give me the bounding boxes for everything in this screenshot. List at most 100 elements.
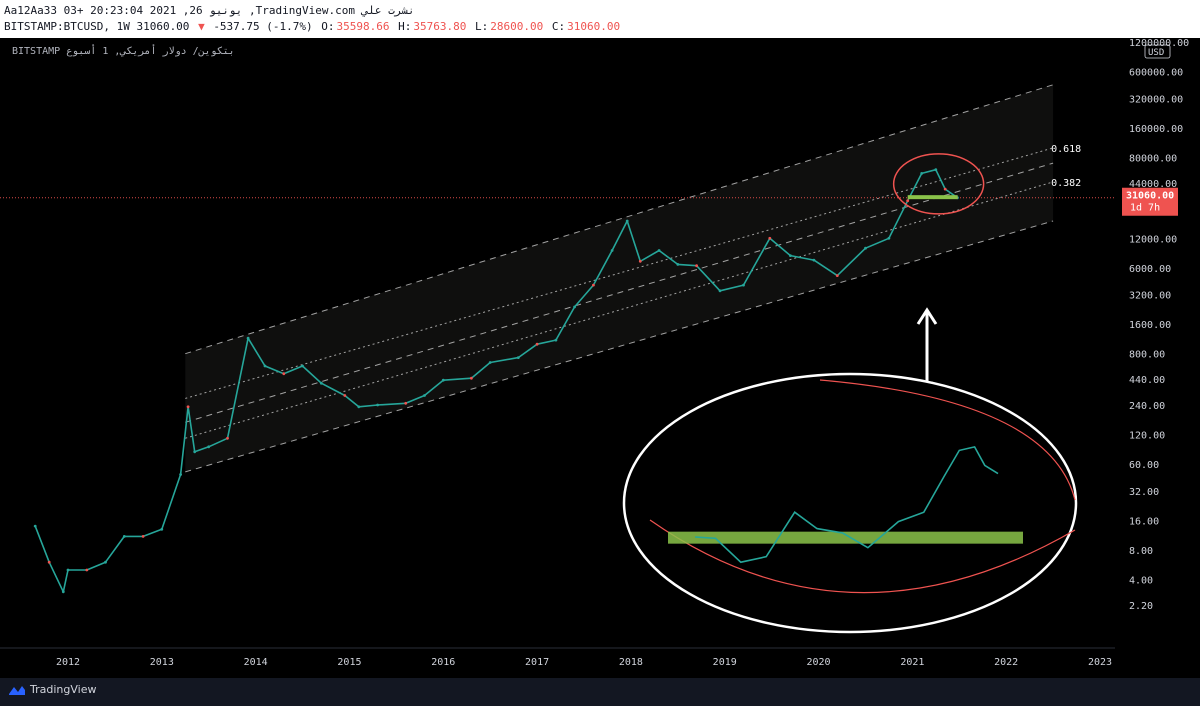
price-point [66,568,70,572]
x-tick-label: 2022 [994,657,1018,668]
price-point [357,405,361,409]
chart-area[interactable]: 0.618 0.382 1200000.00 600000.00 320000.00 1… [0,38,1200,678]
price-point [934,168,938,172]
y-tick-label: 1600.00 [1129,320,1171,331]
x-tick-label: 2017 [525,657,549,668]
y-tick-label: 6000.00 [1129,264,1171,275]
price-point [812,258,816,262]
price-point [47,560,51,564]
x-tick-label: 2019 [713,657,737,668]
price-point [695,264,698,268]
y-tick-label: 1200000.00 [1129,38,1189,49]
low-value: 28600.00 [490,20,544,33]
y-tick-label: 12000.00 [1129,234,1177,245]
price-point [226,436,229,440]
price-point [906,199,910,203]
price-point [573,305,576,309]
price-point [625,219,629,223]
price-point [943,187,947,191]
y-tick-label: 160000.00 [1129,124,1183,135]
x-tick-label: 2021 [900,657,924,668]
x-tick-label: 2015 [337,657,361,668]
current-price-tag [1122,187,1178,216]
tradingview-logo[interactable]: TradingView [8,683,96,696]
price-point [85,568,89,572]
price-point [610,249,614,252]
price-point [179,473,183,476]
y-tick-label: 32.00 [1129,487,1159,498]
price-point [535,342,539,346]
price-point [516,356,520,359]
zoom-inset [622,372,1078,634]
y-tick-label: 120.00 [1129,431,1165,442]
price-point [104,560,107,564]
price-point [657,249,661,252]
high-value: 35763.80 [413,20,467,33]
fib-level-label: 0.618 [1051,144,1081,155]
price-point [470,376,473,380]
price-point [835,274,839,277]
support-zone [668,531,1023,544]
channel-line-3 [185,181,1054,439]
low-label: L: [475,20,489,33]
price-point [301,364,304,368]
price-point [554,338,558,342]
y-tick-label: 3200.00 [1129,291,1171,302]
price-point [319,381,323,385]
arrow-head [916,307,938,325]
price-point [441,378,445,382]
price-point [488,361,492,364]
tradingview-icon [9,685,25,695]
inset-price-line [695,445,999,564]
close-label: C: [551,20,566,33]
x-tick-label: 2016 [431,657,455,668]
price-chart[interactable]: 0.618 0.382 1200000.00 600000.00 320000.00 1… [0,38,1200,678]
price-point [193,450,197,454]
price-point [263,364,267,368]
price-point [246,336,250,340]
price-point [376,403,379,407]
y-tick-label: 60.00 [1129,460,1159,471]
price-point [638,259,642,263]
price-point [122,535,126,538]
currency-badge [1144,44,1171,59]
price-point [742,283,745,287]
symbol-label[interactable]: BITSTAMP:BTCUSD, 1W 31060.00 [4,20,190,33]
price-point [718,289,722,293]
channel-line-4 [185,220,1054,473]
inset-arc-low [649,519,1076,594]
bar-countdown-label: 1d 7h [1130,203,1160,214]
y-tick-label: 16.00 [1129,516,1159,527]
x-tick-label: 2013 [150,657,174,668]
chart-watermark: BITSTAMP بتكوين/ دولار أمريكي, 1 أسبوع [12,46,235,57]
change-value: -537.75 (-1.7%) [213,20,313,33]
x-tick-label: 2014 [244,657,268,668]
y-tick-label: 800.00 [1129,350,1165,361]
ohlc-legend: BITSTAMP:BTCUSD, 1W 31060.00 ▼ -537.75 (… [4,20,622,33]
support-zone-small [907,195,958,200]
price-point [160,527,164,531]
fib-level-label: 0.382 [1051,178,1081,189]
current-price-label: 31060.00 [1126,191,1174,202]
x-tick-label: 2018 [619,657,643,668]
y-tick-label: 600000.00 [1129,68,1183,79]
focus-ellipse [892,153,985,215]
price-point [343,394,347,397]
y-tick-label: 440.00 [1129,375,1165,386]
price-point [768,236,772,240]
footer-bar [0,678,1200,706]
inset-arc-high [819,379,1076,501]
open-value: 35598.66 [336,20,390,33]
price-point [423,394,426,397]
price-point [282,372,286,376]
change-down-icon: ▼ [198,20,205,33]
price-axis-panel [1115,38,1200,678]
price-point [592,283,595,287]
channel-line-0 [185,84,1054,355]
currency-label: USD [1148,48,1164,58]
price-point [789,254,792,257]
price-point [404,401,408,405]
y-tick-label: 44000.00 [1129,179,1177,190]
open-label: O: [321,20,335,33]
price-point [61,590,65,594]
